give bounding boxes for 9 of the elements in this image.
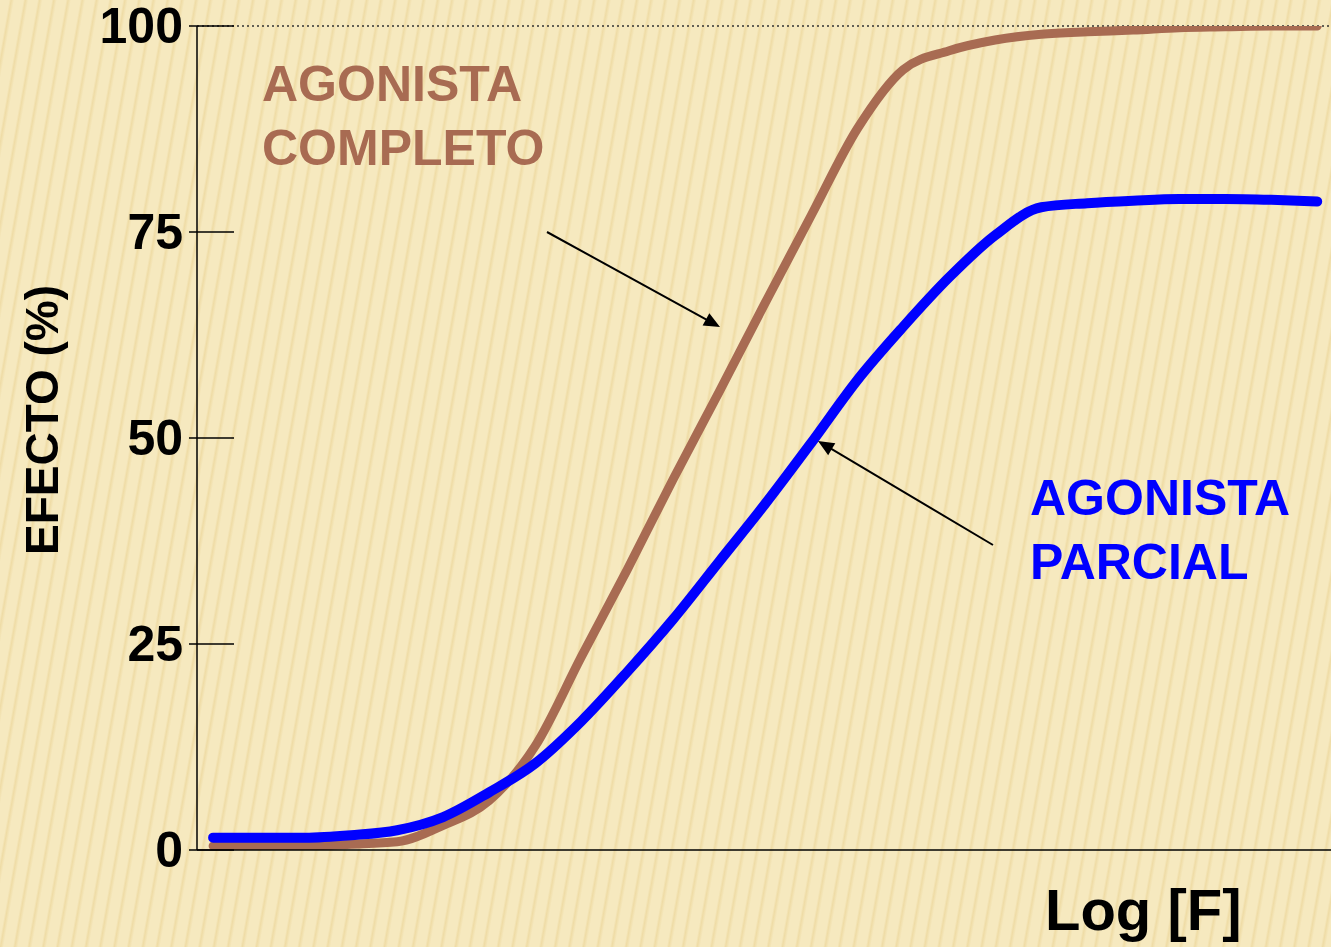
x-axis-title: Log [F] — [1045, 876, 1242, 943]
y-tick-label: 75 — [127, 204, 183, 260]
y-tick-label: 25 — [127, 616, 183, 672]
y-tick-label: 50 — [127, 410, 183, 466]
y-tick-label: 0 — [155, 822, 183, 878]
text: AGONISTA PARCIAL — [1030, 469, 1290, 592]
text: AGONISTA COMPLETO — [262, 55, 546, 178]
y-axis-title: EFECTO (%) — [15, 284, 69, 556]
y-tick-label: 100 — [99, 0, 183, 54]
